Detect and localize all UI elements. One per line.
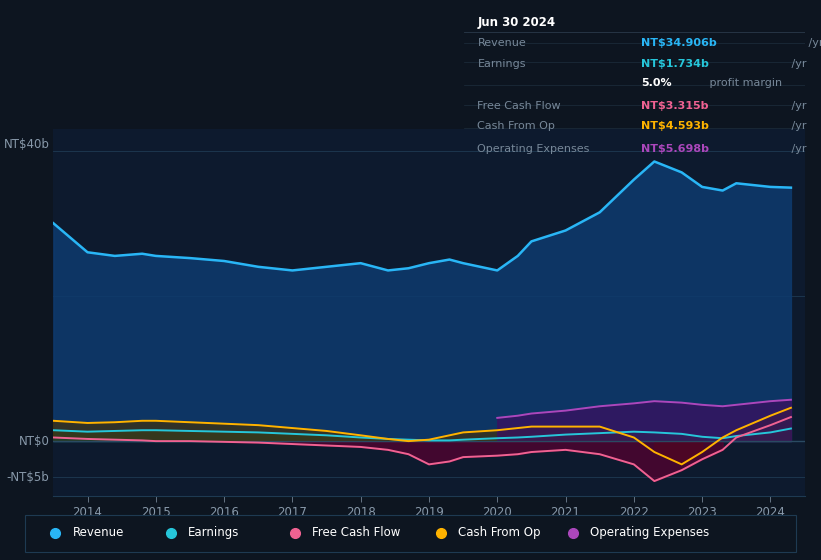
Text: /yr: /yr	[805, 38, 821, 48]
Text: Revenue: Revenue	[478, 38, 526, 48]
Text: NT$4.593b: NT$4.593b	[641, 122, 709, 132]
Text: Earnings: Earnings	[478, 59, 526, 69]
Text: Jun 30 2024: Jun 30 2024	[478, 16, 556, 29]
Text: NT$0: NT$0	[19, 435, 49, 447]
Text: Cash From Op: Cash From Op	[478, 122, 555, 132]
Text: -NT$5b: -NT$5b	[7, 471, 49, 484]
Text: NT$3.315b: NT$3.315b	[641, 101, 709, 110]
Text: /yr: /yr	[788, 144, 807, 153]
Text: Operating Expenses: Operating Expenses	[589, 526, 709, 539]
Text: NT$5.698b: NT$5.698b	[641, 144, 709, 153]
Text: Operating Expenses: Operating Expenses	[478, 144, 589, 153]
Text: Cash From Op: Cash From Op	[458, 526, 541, 539]
Text: /yr: /yr	[788, 59, 807, 69]
Text: Free Cash Flow: Free Cash Flow	[478, 101, 561, 110]
Text: Revenue: Revenue	[72, 526, 124, 539]
Text: profit margin: profit margin	[706, 78, 782, 88]
Text: NT$40b: NT$40b	[4, 138, 49, 151]
Text: NT$1.734b: NT$1.734b	[641, 59, 709, 69]
Text: /yr: /yr	[788, 122, 807, 132]
Text: Free Cash Flow: Free Cash Flow	[312, 526, 400, 539]
Text: NT$34.906b: NT$34.906b	[641, 38, 717, 48]
Text: Earnings: Earnings	[188, 526, 240, 539]
Text: /yr: /yr	[788, 101, 807, 110]
Text: 5.0%: 5.0%	[641, 78, 672, 88]
